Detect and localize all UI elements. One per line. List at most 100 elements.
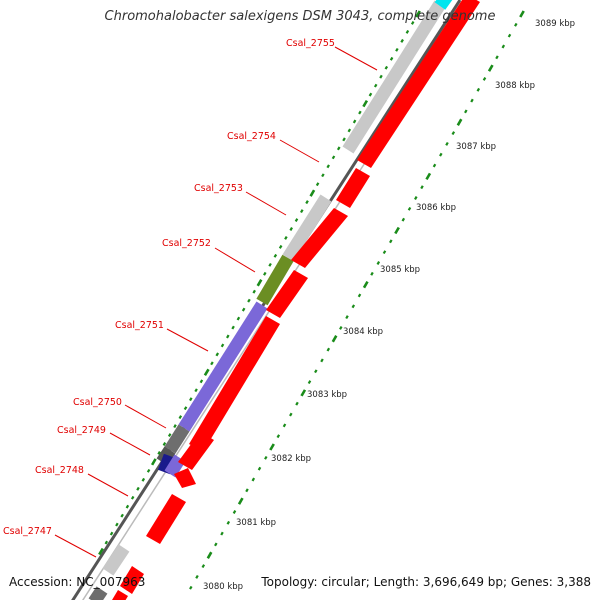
minor-tick bbox=[252, 289, 256, 294]
gene-arrow-red bbox=[266, 270, 308, 318]
minor-tick bbox=[379, 74, 383, 79]
minor-tick bbox=[300, 209, 304, 214]
gene-arrow-red bbox=[357, 0, 480, 168]
kbp-label-3086: 3086 kbp bbox=[416, 203, 456, 213]
minor-tick bbox=[282, 423, 287, 428]
kbp-label-3082: 3082 kbp bbox=[271, 454, 311, 464]
minor-tick bbox=[384, 65, 389, 70]
major-tick bbox=[98, 547, 104, 556]
minor-tick bbox=[141, 477, 146, 482]
kbp-label-3085: 3085 kbp bbox=[380, 265, 420, 275]
leader-line bbox=[124, 404, 167, 429]
kbp-label-3084: 3084 kbp bbox=[343, 327, 383, 337]
major-tick bbox=[269, 443, 275, 451]
minor-tick bbox=[389, 56, 394, 61]
minor-tick bbox=[439, 152, 443, 157]
gene-bar-green bbox=[256, 254, 294, 306]
major-tick bbox=[362, 99, 369, 108]
gene-bar-purple bbox=[164, 454, 186, 478]
minor-tick bbox=[247, 298, 251, 303]
minor-tick bbox=[414, 196, 418, 200]
leader-line bbox=[214, 247, 256, 273]
minor-tick bbox=[210, 361, 214, 366]
minor-tick bbox=[226, 334, 230, 339]
minor-tick bbox=[220, 343, 225, 348]
minor-tick bbox=[401, 217, 406, 222]
minor-tick bbox=[178, 415, 183, 420]
minor-tick bbox=[146, 468, 151, 473]
leader-line bbox=[279, 139, 320, 163]
minor-tick bbox=[482, 77, 487, 81]
gene-bar-gray bbox=[282, 194, 332, 262]
kbp-label-3080: 3080 kbp bbox=[203, 582, 243, 592]
minor-tick bbox=[464, 109, 468, 114]
minor-tick bbox=[189, 397, 193, 402]
minor-tick bbox=[326, 164, 330, 169]
minor-tick bbox=[263, 271, 267, 276]
minor-tick bbox=[120, 513, 124, 518]
forward-strand-track bbox=[112, 0, 480, 600]
minor-tick bbox=[320, 358, 324, 363]
minor-tick bbox=[339, 326, 343, 330]
gene-label-csal-2754: Csal_2754 bbox=[227, 131, 276, 142]
minor-tick bbox=[278, 244, 283, 249]
minor-tick bbox=[130, 495, 135, 500]
major-tick bbox=[203, 368, 210, 376]
minor-tick bbox=[245, 488, 249, 493]
minor-tick bbox=[358, 110, 362, 115]
major-tick bbox=[331, 335, 338, 343]
minor-tick bbox=[507, 33, 512, 38]
minor-tick bbox=[305, 200, 309, 205]
gene-bar-cyan bbox=[434, 0, 453, 10]
minor-tick bbox=[264, 455, 268, 460]
minor-tick bbox=[307, 380, 312, 385]
major-tick bbox=[394, 226, 400, 235]
gene-bar-gray bbox=[342, 0, 446, 154]
major-tick bbox=[309, 189, 316, 197]
kbp-label-3081: 3081 kbp bbox=[236, 518, 276, 528]
major-tick bbox=[425, 172, 432, 181]
minor-tick bbox=[226, 520, 231, 525]
gene-bar-dark bbox=[164, 424, 190, 454]
minor-tick bbox=[157, 451, 161, 455]
major-tick bbox=[206, 551, 213, 559]
minor-tick bbox=[351, 304, 356, 309]
minor-tick bbox=[183, 406, 188, 411]
minor-tick bbox=[236, 316, 241, 321]
minor-tick bbox=[214, 542, 218, 547]
minor-tick bbox=[345, 315, 349, 320]
minor-tick bbox=[289, 227, 293, 231]
minor-tick bbox=[173, 424, 177, 429]
minor-tick bbox=[368, 92, 373, 97]
gene-arrow-red bbox=[336, 168, 370, 208]
minor-tick bbox=[294, 218, 299, 222]
accession-text: Accession: NC_007963 bbox=[9, 575, 146, 589]
minor-tick bbox=[276, 434, 281, 439]
minor-tick bbox=[514, 22, 518, 27]
minor-tick bbox=[321, 173, 325, 178]
minor-tick bbox=[470, 98, 474, 103]
minor-tick bbox=[382, 250, 387, 255]
gene-arrow-red bbox=[178, 432, 214, 470]
minor-tick bbox=[336, 146, 341, 151]
minor-tick bbox=[376, 261, 381, 265]
gene-arrow-red bbox=[120, 566, 144, 594]
minor-tick bbox=[136, 486, 140, 491]
minor-tick bbox=[241, 307, 246, 312]
minor-tick bbox=[410, 21, 415, 25]
kbp-label-3087: 3087 kbp bbox=[456, 142, 496, 152]
leader-line bbox=[334, 46, 378, 71]
minor-tick bbox=[314, 369, 318, 374]
minor-tick bbox=[115, 522, 119, 527]
minor-tick bbox=[451, 131, 456, 136]
leader-line bbox=[87, 473, 129, 497]
outer-tick-row bbox=[189, 10, 525, 590]
gene-bar-purple bbox=[178, 301, 268, 432]
gene-label-csal-2753: Csal_2753 bbox=[194, 183, 243, 194]
major-tick bbox=[150, 458, 157, 466]
kbp-label-3089: 3089 kbp bbox=[535, 19, 575, 29]
major-tick bbox=[362, 280, 369, 289]
minor-tick bbox=[295, 401, 299, 406]
minor-tick bbox=[347, 128, 352, 133]
